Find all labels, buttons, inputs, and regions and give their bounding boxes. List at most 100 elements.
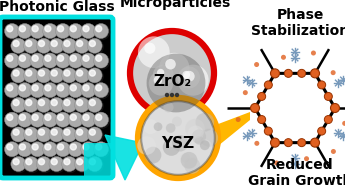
Circle shape xyxy=(311,50,316,56)
Circle shape xyxy=(178,67,200,88)
Circle shape xyxy=(318,127,326,135)
Circle shape xyxy=(168,136,179,148)
Circle shape xyxy=(75,97,89,112)
Circle shape xyxy=(17,53,32,68)
Circle shape xyxy=(64,70,70,76)
Circle shape xyxy=(36,68,51,83)
Circle shape xyxy=(87,156,102,171)
Circle shape xyxy=(95,54,109,69)
Circle shape xyxy=(96,114,102,120)
Circle shape xyxy=(64,40,70,46)
Circle shape xyxy=(75,127,89,142)
Circle shape xyxy=(55,83,70,98)
Circle shape xyxy=(89,70,96,76)
Circle shape xyxy=(138,98,218,178)
Circle shape xyxy=(183,71,190,79)
Circle shape xyxy=(63,157,78,173)
Circle shape xyxy=(63,98,78,113)
Circle shape xyxy=(270,138,279,147)
Circle shape xyxy=(24,69,40,84)
Circle shape xyxy=(43,112,58,127)
Circle shape xyxy=(45,26,51,32)
Circle shape xyxy=(45,55,51,61)
Circle shape xyxy=(55,142,70,157)
Circle shape xyxy=(19,144,26,150)
Circle shape xyxy=(93,83,108,98)
Circle shape xyxy=(70,114,76,120)
Circle shape xyxy=(39,129,45,135)
Circle shape xyxy=(76,98,90,113)
Circle shape xyxy=(23,68,39,83)
Circle shape xyxy=(154,76,162,85)
Circle shape xyxy=(192,129,206,144)
Circle shape xyxy=(170,94,174,97)
Text: ZrO₂: ZrO₂ xyxy=(153,74,191,88)
Circle shape xyxy=(30,83,45,98)
Circle shape xyxy=(184,158,200,174)
Circle shape xyxy=(195,136,204,145)
Circle shape xyxy=(96,85,102,91)
Circle shape xyxy=(185,119,205,139)
Circle shape xyxy=(236,117,241,122)
Circle shape xyxy=(324,115,332,124)
Circle shape xyxy=(23,127,39,142)
Circle shape xyxy=(62,156,77,171)
Circle shape xyxy=(18,54,33,69)
Circle shape xyxy=(69,84,84,99)
Circle shape xyxy=(181,152,197,169)
Circle shape xyxy=(264,81,272,89)
Circle shape xyxy=(76,128,90,143)
Circle shape xyxy=(138,36,170,68)
Circle shape xyxy=(55,23,70,39)
Circle shape xyxy=(89,40,96,46)
Circle shape xyxy=(172,135,188,152)
Circle shape xyxy=(37,128,52,143)
Circle shape xyxy=(51,159,57,165)
Circle shape xyxy=(51,129,57,135)
Circle shape xyxy=(200,140,210,150)
Circle shape xyxy=(43,83,58,98)
Circle shape xyxy=(19,26,26,32)
Circle shape xyxy=(159,53,189,83)
Circle shape xyxy=(81,83,96,98)
Circle shape xyxy=(69,25,84,40)
Circle shape xyxy=(6,84,20,99)
Circle shape xyxy=(36,38,51,53)
Circle shape xyxy=(77,40,83,46)
Circle shape xyxy=(250,104,259,112)
Circle shape xyxy=(93,112,108,127)
Circle shape xyxy=(11,156,26,171)
Circle shape xyxy=(43,23,58,39)
Circle shape xyxy=(11,127,26,142)
Circle shape xyxy=(58,85,63,91)
Circle shape xyxy=(24,39,40,54)
Circle shape xyxy=(17,23,32,39)
Circle shape xyxy=(69,54,84,69)
Circle shape xyxy=(95,84,109,99)
Circle shape xyxy=(44,113,59,128)
Circle shape xyxy=(70,26,76,32)
Circle shape xyxy=(331,149,336,154)
Circle shape xyxy=(11,97,26,112)
Circle shape xyxy=(37,98,52,113)
Circle shape xyxy=(58,114,63,120)
Circle shape xyxy=(36,97,51,112)
Circle shape xyxy=(196,139,213,156)
Circle shape xyxy=(23,97,39,112)
Circle shape xyxy=(6,54,20,69)
Circle shape xyxy=(96,55,102,61)
Text: Photonic Glass: Photonic Glass xyxy=(0,0,114,14)
Circle shape xyxy=(75,38,89,53)
Polygon shape xyxy=(213,112,250,150)
Circle shape xyxy=(56,25,71,40)
Text: Reduced
Grain Growth: Reduced Grain Growth xyxy=(248,158,345,188)
Circle shape xyxy=(37,39,52,54)
Circle shape xyxy=(18,25,33,40)
Circle shape xyxy=(83,85,89,91)
Circle shape xyxy=(63,69,78,84)
Circle shape xyxy=(51,100,57,106)
Circle shape xyxy=(36,127,51,142)
Circle shape xyxy=(310,138,319,147)
Circle shape xyxy=(12,39,27,54)
Circle shape xyxy=(82,84,97,99)
